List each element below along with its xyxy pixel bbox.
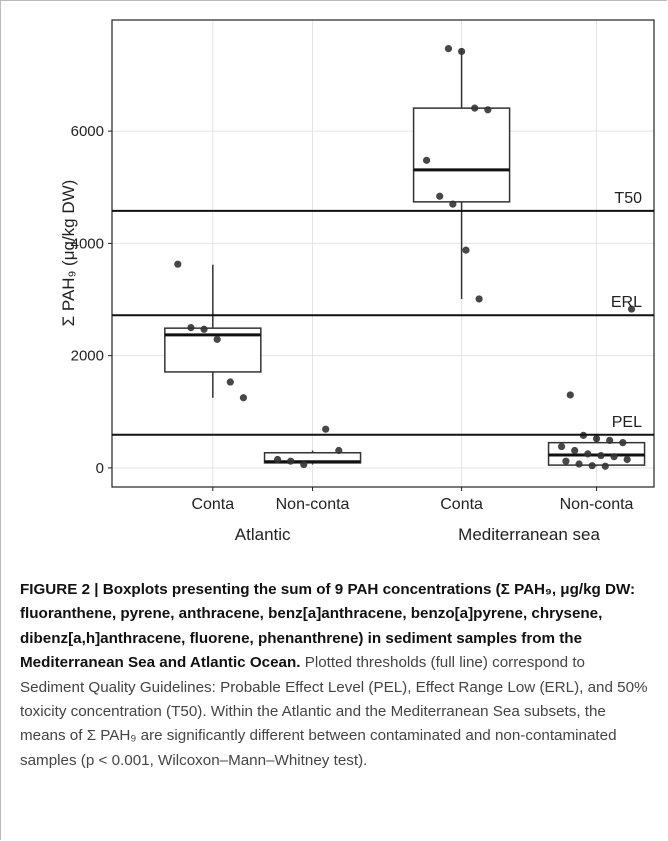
y-tick-label: 6000 <box>71 123 104 140</box>
data-point <box>597 451 605 460</box>
caption-bold: FIGURE 2 | Boxplots presenting the sum o… <box>20 581 636 672</box>
data-point <box>584 450 592 458</box>
data-point <box>610 453 618 461</box>
data-point <box>213 335 221 343</box>
data-point <box>462 246 470 254</box>
data-point <box>592 435 601 443</box>
data-point <box>457 47 466 56</box>
data-point <box>566 391 574 399</box>
data-point <box>444 45 453 53</box>
data-point <box>557 442 566 451</box>
group-label: Atlantic <box>235 525 291 544</box>
y-tick-label: 0 <box>96 460 104 477</box>
box <box>412 107 511 203</box>
data-point <box>187 323 195 332</box>
data-point <box>200 325 208 333</box>
group-label: Mediterranean sea <box>458 525 600 544</box>
caption: FIGURE 2 | Boxplots presenting the sum o… <box>20 578 652 773</box>
chart: Σ PAH₉ (μg/kg DW) 0 2000 4000 6000 Conta Non-… <box>59 19 655 544</box>
data-point <box>475 295 483 303</box>
data-point <box>562 457 570 465</box>
data-point <box>422 156 431 164</box>
data-point <box>449 200 457 208</box>
data-point <box>471 104 479 112</box>
plot-background <box>112 20 654 487</box>
threshold-label: T50 <box>614 190 642 207</box>
data-point <box>239 394 248 402</box>
y-axis-label: Σ PAH₉ (μg/kg DW) <box>59 180 78 327</box>
data-point <box>619 439 627 447</box>
threshold-label: ERL <box>611 294 642 311</box>
threshold-label: PEL <box>612 414 642 431</box>
data-point <box>300 460 308 469</box>
data-point <box>436 192 444 200</box>
data-point <box>606 436 614 445</box>
x-tick-label: Non-conta <box>276 496 350 513</box>
data-point <box>627 305 636 313</box>
caption-text: Plotted thresholds (full line) correspon… <box>20 654 648 769</box>
data-point <box>571 446 579 455</box>
data-point <box>287 457 295 465</box>
data-point <box>273 455 282 464</box>
y-tick-label: 4000 <box>71 235 104 252</box>
data-point <box>601 462 609 470</box>
data-point <box>484 106 492 114</box>
x-tick-label: Conta <box>191 496 234 513</box>
data-point <box>623 455 631 464</box>
data-point <box>575 460 583 468</box>
data-point <box>322 425 330 433</box>
data-point <box>335 446 343 455</box>
y-tick-label: 2000 <box>71 348 104 365</box>
x-tick-label: Conta <box>440 496 483 513</box>
x-tick-label: Non-conta <box>560 496 634 513</box>
plot-border <box>111 19 655 488</box>
data-point <box>226 378 234 386</box>
data-point <box>588 462 596 470</box>
data-point <box>174 260 182 268</box>
